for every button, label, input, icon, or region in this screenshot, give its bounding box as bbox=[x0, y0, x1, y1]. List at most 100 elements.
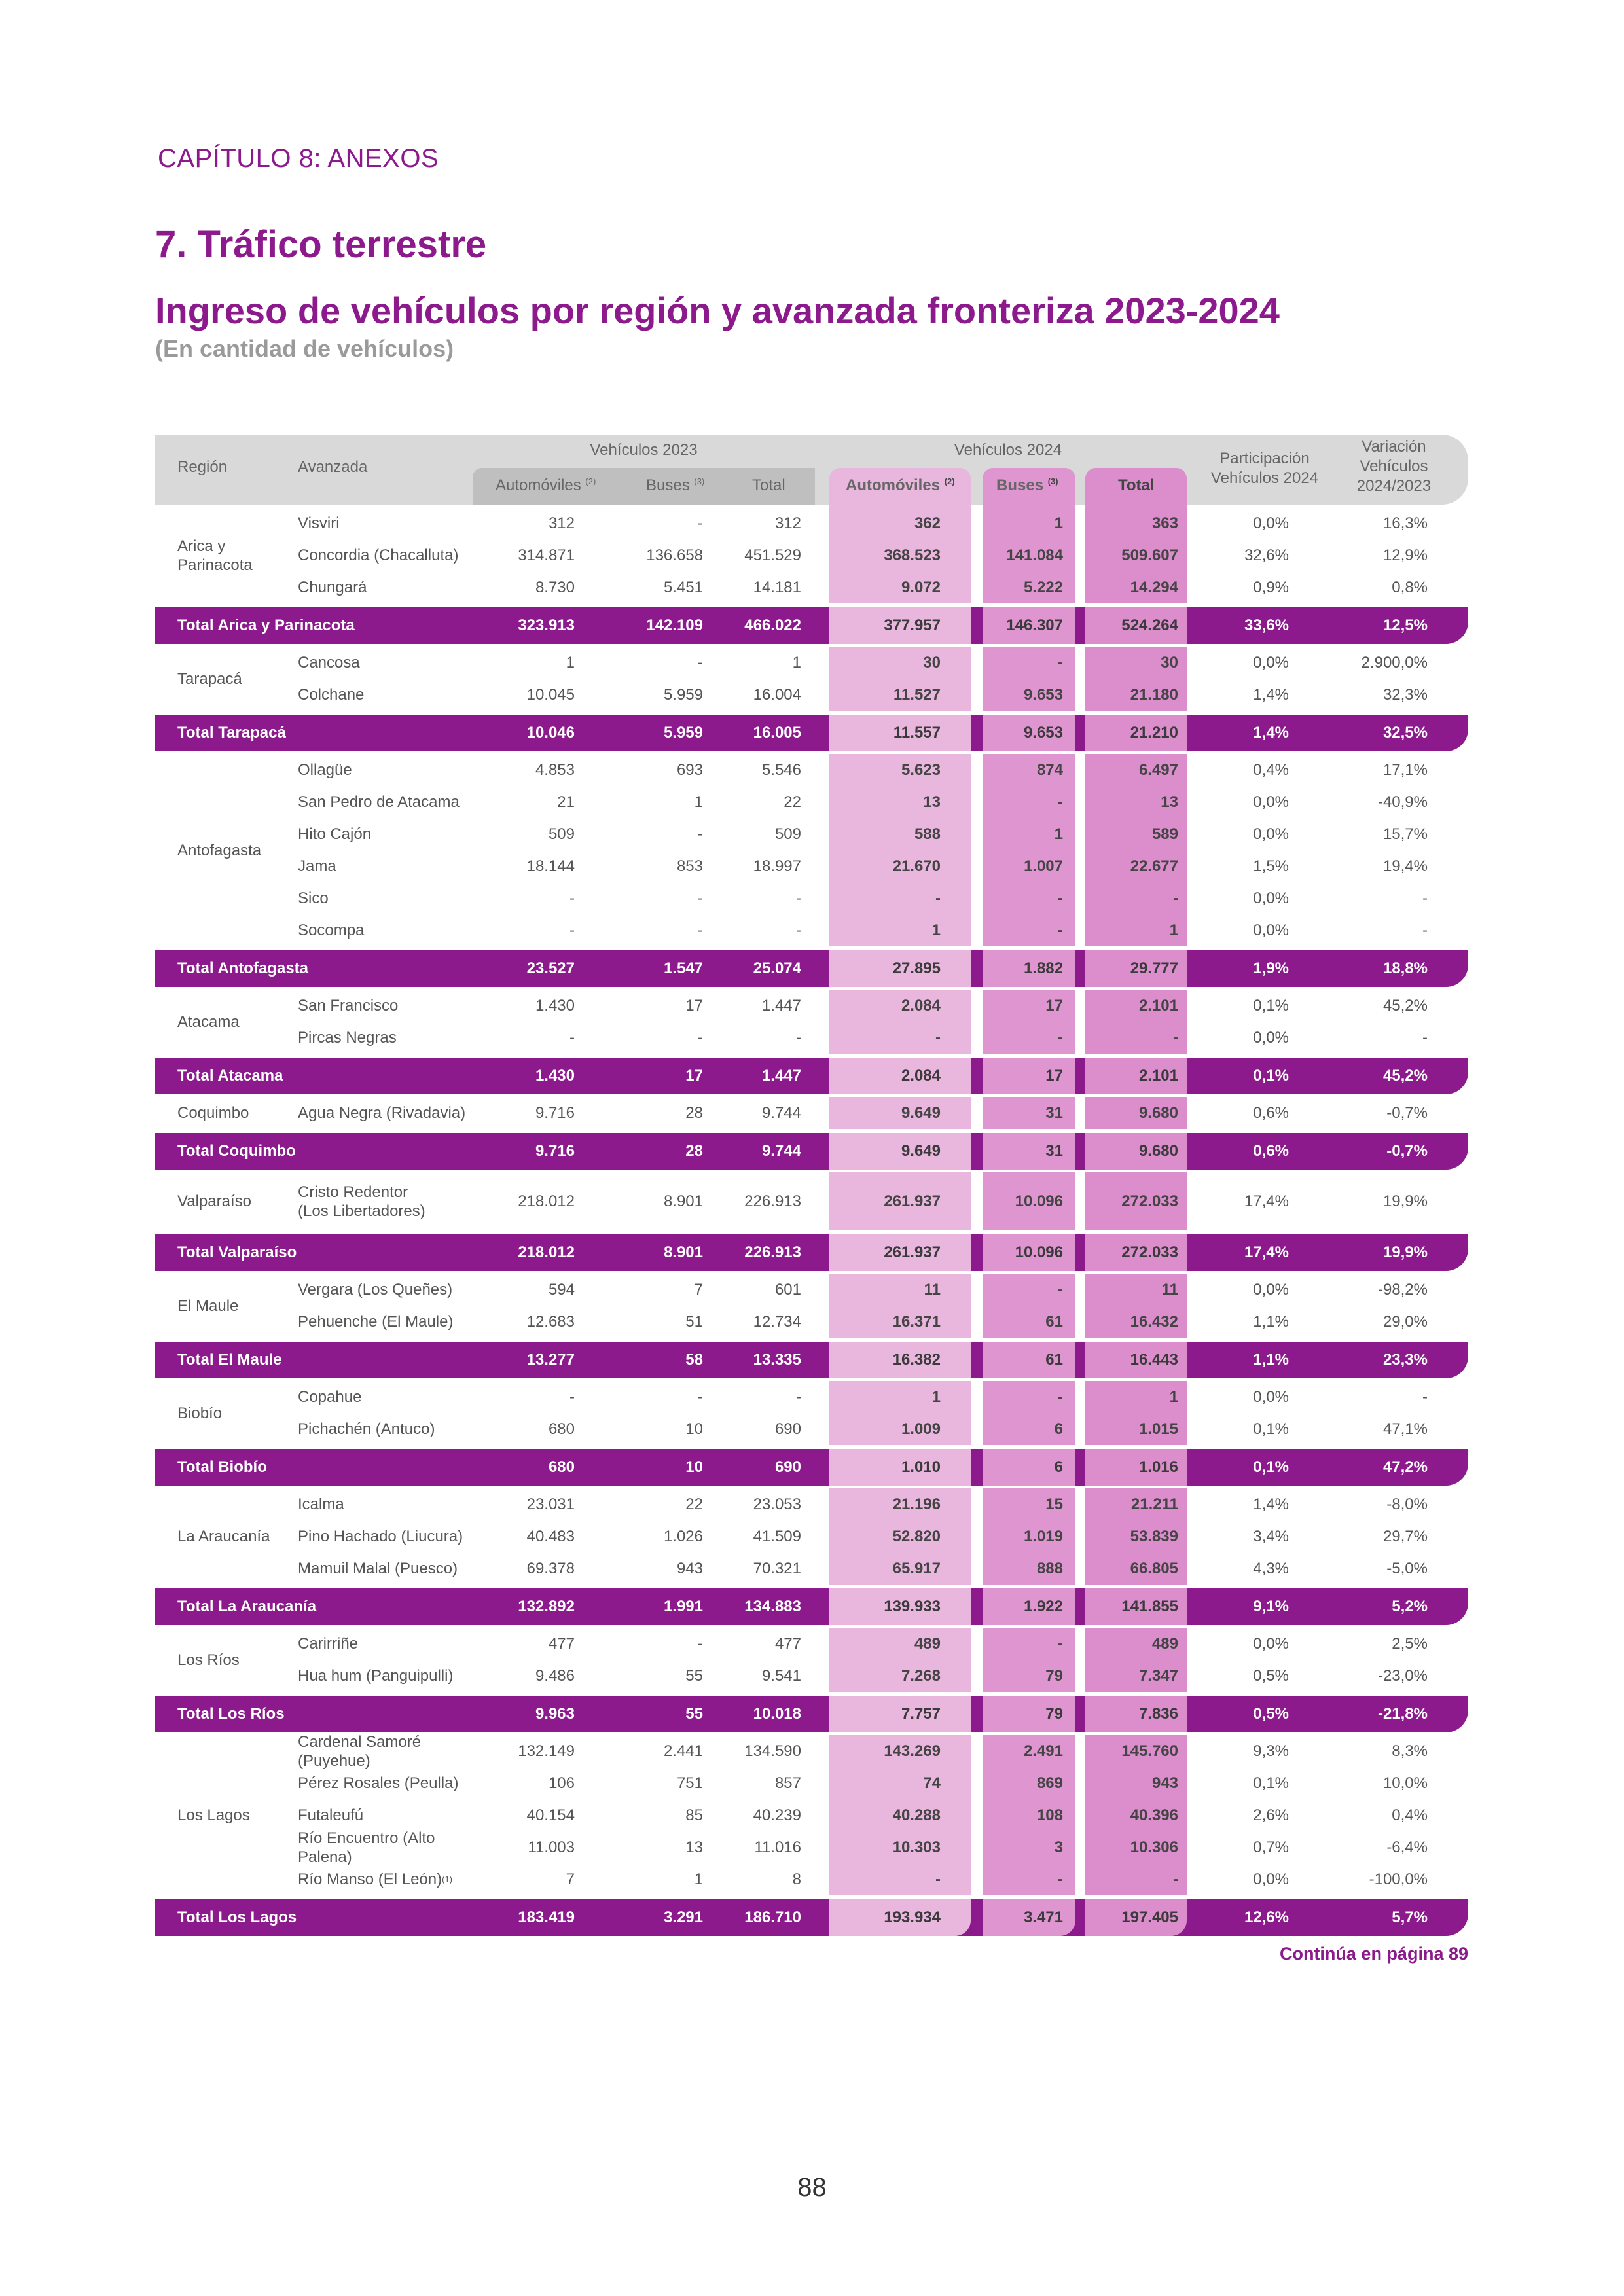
cell-buses-2024: - bbox=[983, 882, 1075, 914]
column-gap bbox=[971, 950, 983, 987]
total-label: Total Los Lagos bbox=[177, 1909, 297, 1926]
cell-automoviles-2024: 2.084 bbox=[829, 990, 971, 1022]
table-row: Río Encuentro (Alto Palena) 11.003 13 11.01… bbox=[155, 1829, 1468, 1866]
cell-total-2024: 7.836 bbox=[1085, 1696, 1187, 1732]
cell-buses-2024: - bbox=[983, 914, 1075, 946]
cell-variacion-2024-2023: 16,3% bbox=[1382, 514, 1428, 532]
cell-buses-2023: 28 bbox=[685, 1103, 703, 1122]
avanzada-name: Cancosa bbox=[298, 654, 360, 672]
column-gap bbox=[1075, 1520, 1085, 1552]
region-label: Valparaíso bbox=[177, 1193, 251, 1210]
cell-buses-2024: 61 bbox=[983, 1342, 1075, 1378]
cell-buses-2023: - bbox=[698, 889, 703, 907]
cell-buses-2024: - bbox=[983, 1863, 1075, 1895]
cell-variacion-2024-2023: - bbox=[1422, 889, 1428, 907]
column-gap bbox=[815, 950, 829, 987]
region-cell bbox=[155, 539, 288, 571]
cell-buses-2023: 1.991 bbox=[663, 1598, 703, 1615]
cell-buses-2024: 3 bbox=[983, 1831, 1075, 1863]
cell-buses-2023: - bbox=[698, 1634, 703, 1653]
cell-variacion-2024-2023: -8,0% bbox=[1386, 1495, 1428, 1513]
column-gap bbox=[1075, 1058, 1085, 1094]
cell-variacion-2024-2023: -100,0% bbox=[1369, 1870, 1428, 1888]
cell-participacion-2024: 12,6% bbox=[1244, 1909, 1289, 1926]
table-header: Región Avanzada Vehículos 2023 Vehículos… bbox=[155, 435, 1468, 505]
column-gap bbox=[971, 1058, 983, 1094]
cell-variacion-2024-2023: -23,0% bbox=[1377, 1666, 1428, 1685]
cell-automoviles-2024: 27.895 bbox=[829, 950, 971, 987]
column-gap bbox=[815, 1306, 829, 1338]
cell-total-2023: 601 bbox=[774, 1280, 801, 1299]
total-row: Total Antofagasta 23.527 1.547 25.074 27.895… bbox=[155, 950, 1468, 987]
avanzada-name: Vergara (Los Queñes) bbox=[298, 1281, 453, 1299]
cell-participacion-2024: 0,4% bbox=[1253, 761, 1289, 779]
column-gap bbox=[971, 754, 983, 786]
column-gap bbox=[971, 1133, 983, 1170]
region-label: La Araucanía bbox=[177, 1528, 270, 1545]
cell-automoviles-2024: - bbox=[829, 882, 971, 914]
column-gap bbox=[971, 607, 983, 644]
avanzada-cell: Jama bbox=[288, 850, 473, 882]
cell-automoviles-2024: 74 bbox=[829, 1767, 971, 1799]
avanzada-name: Chungará bbox=[298, 579, 367, 596]
table-row: Cristo Redentor (Los Libertadores) 218.01… bbox=[155, 1172, 1468, 1230]
region-cell bbox=[155, 1831, 288, 1863]
cell-automoviles-2023: 9.716 bbox=[535, 1142, 575, 1160]
cell-participacion-2024: 0,0% bbox=[1253, 1388, 1289, 1406]
cell-total-2024: 16.432 bbox=[1085, 1306, 1187, 1338]
cell-variacion-2024-2023: - bbox=[1422, 1388, 1428, 1406]
region-cell bbox=[155, 1306, 288, 1338]
cell-participacion-2024: 0,7% bbox=[1253, 1838, 1289, 1856]
cell-total-2024: 53.839 bbox=[1085, 1520, 1187, 1552]
column-gap bbox=[1075, 990, 1085, 1022]
cell-total-2023: 186.710 bbox=[744, 1909, 801, 1926]
column-gap bbox=[1075, 1588, 1085, 1625]
avanzada-name: Pichachén (Antuco) bbox=[298, 1420, 435, 1438]
cell-participacion-2024: 1,5% bbox=[1253, 857, 1289, 875]
cell-total-2024: 141.855 bbox=[1085, 1588, 1187, 1625]
total-row: Total Atacama 1.430 17 1.447 2.084 17 2.101 0,1… bbox=[155, 1058, 1468, 1094]
header-spacer bbox=[155, 505, 1468, 507]
column-gap bbox=[815, 1799, 829, 1831]
region-label: Los Lagos bbox=[177, 1806, 250, 1824]
cell-participacion-2024: 1,1% bbox=[1253, 1351, 1289, 1369]
column-gap bbox=[1075, 1022, 1085, 1054]
cell-automoviles-2023: 1.430 bbox=[535, 1067, 575, 1085]
total-label: Total Valparaíso bbox=[177, 1244, 297, 1261]
cell-total-2023: 23.053 bbox=[753, 1495, 801, 1513]
column-gap bbox=[971, 1274, 983, 1306]
cell-automoviles-2023: 10.045 bbox=[526, 685, 575, 704]
avanzada-name: Concordia (Chacalluta) bbox=[298, 547, 459, 564]
cell-total-2023: 13.335 bbox=[753, 1351, 801, 1369]
cell-total-2023: - bbox=[796, 1388, 801, 1406]
cell-automoviles-2023: 7 bbox=[566, 1870, 575, 1888]
cell-automoviles-2023: 11.003 bbox=[528, 1838, 575, 1856]
cell-total-2023: 509 bbox=[774, 825, 801, 843]
cell-automoviles-2023: 9.963 bbox=[535, 1705, 575, 1723]
column-gap bbox=[815, 1863, 829, 1895]
cell-variacion-2024-2023: 45,2% bbox=[1382, 996, 1428, 1014]
cell-buses-2024: 5.222 bbox=[983, 571, 1075, 603]
total-label: Total Arica y Parinacota bbox=[177, 617, 355, 634]
region-group: El Maule Vergara (Los Queñes) 594 7 601 11-11… bbox=[155, 1274, 1468, 1338]
column-gap bbox=[971, 1381, 983, 1413]
column-gap bbox=[971, 1767, 983, 1799]
column-gap bbox=[815, 990, 829, 1022]
header-participacion: Participación Vehículos 2024 bbox=[1210, 450, 1319, 487]
table-body: Arica y Parinacota Visviri 312-312 362 1 363 0… bbox=[155, 507, 1468, 1936]
cell-automoviles-2024: 143.269 bbox=[829, 1735, 971, 1767]
region-group: Biobío Copahue - - -1-1 0,0% - Pichachén (Antuc… bbox=[155, 1381, 1468, 1445]
column-gap bbox=[815, 1058, 829, 1094]
column-gap bbox=[815, 507, 829, 539]
label: Buses bbox=[996, 476, 1044, 494]
cell-participacion-2024: 1,9% bbox=[1253, 960, 1289, 977]
cell-automoviles-2023: 40.154 bbox=[526, 1806, 575, 1824]
avanzada-cell: Pino Hachado (Liucura) bbox=[288, 1520, 473, 1552]
cell-total-2023: 12.734 bbox=[753, 1312, 801, 1331]
avanzada-cell: Hito Cajón bbox=[288, 818, 473, 850]
table-row: Cardenal Samoré (Puyehue) 132.149 2.441 134… bbox=[155, 1733, 1468, 1770]
column-gap bbox=[971, 882, 983, 914]
column-gap bbox=[815, 1172, 829, 1230]
cell-total-2023: 857 bbox=[774, 1774, 801, 1792]
footnote-ref: (2) bbox=[944, 476, 955, 486]
